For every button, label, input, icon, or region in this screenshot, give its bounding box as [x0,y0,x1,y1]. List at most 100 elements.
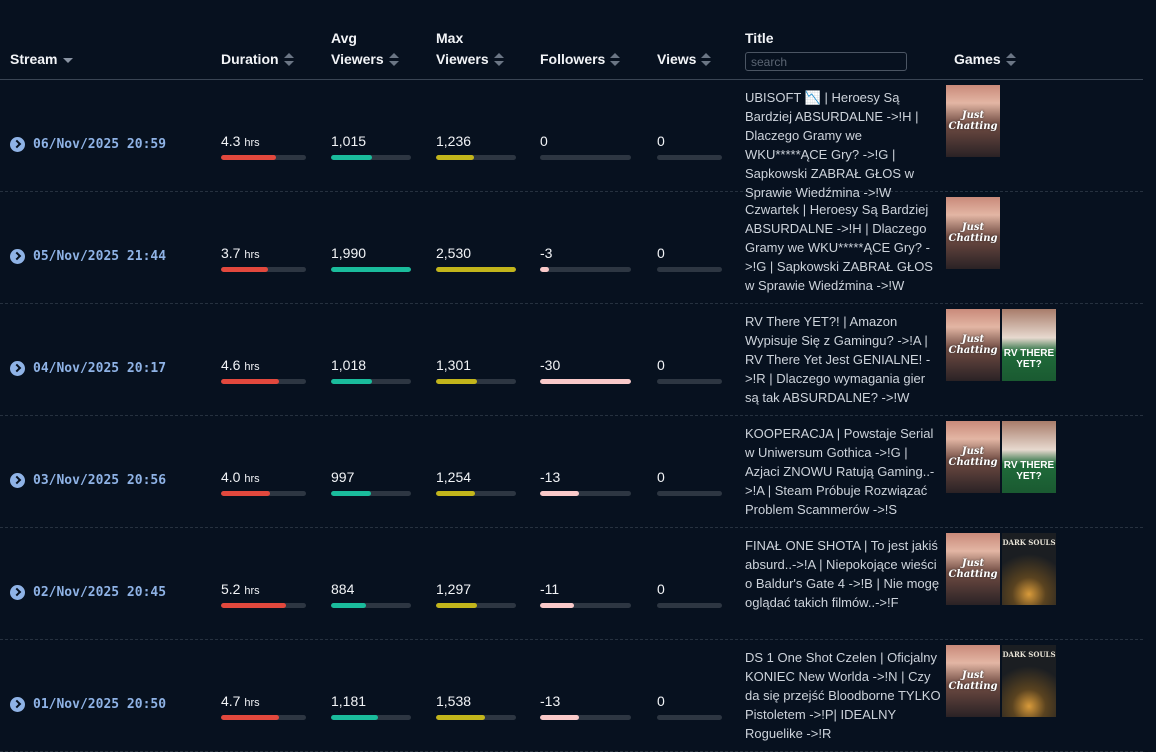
avg-bar [331,155,411,160]
avg-bar [331,267,411,272]
stream-title: RV There YET?! | Amazon Wypisuje Się z G… [745,314,931,405]
game-thumbnail[interactable]: Just Chatting [946,421,1000,493]
duration-value: 4.7 [221,693,241,709]
chevron-right-icon [10,473,25,488]
duration-bar [221,603,306,608]
followers-value: 0 [540,133,548,149]
max-cell: 1,297 [436,581,516,608]
views-bar [657,155,722,160]
stream-toggle[interactable]: 06/Nov/2025 20:59 [10,137,166,152]
duration-cell: 4.7 hrs [221,693,306,720]
views-value: 0 [657,133,665,149]
game-thumbnail[interactable]: DARK SOULS [1002,645,1056,717]
duration-value: 3.7 [221,245,241,261]
max-bar-fill [436,715,485,720]
views-bar [657,715,722,720]
column-views[interactable]: Views [657,49,712,70]
stream-date: 06/Nov/2025 20:59 [33,137,167,152]
stream-toggle[interactable]: 05/Nov/2025 21:44 [10,249,166,264]
column-stream[interactable]: Stream [10,49,74,70]
followers-value: -13 [540,693,561,709]
stream-title: UBISOFT 📉 | Heroesy Są Bardziej ABSURDAL… [745,90,919,200]
views-cell: 0 [657,693,722,720]
chevron-right-icon [10,361,25,376]
duration-unit: hrs [244,249,260,261]
game-thumbnail[interactable]: DARK SOULS [1002,533,1056,605]
followers-bar [540,155,631,160]
followers-bar [540,267,631,272]
game-thumbnail[interactable]: RV THERE YET? [1002,309,1056,381]
duration-cell: 3.7 hrs [221,245,306,272]
stream-title: DS 1 One Shot Czelen | Oficjalny KONIEC … [745,650,941,741]
stream-toggle[interactable]: 03/Nov/2025 20:56 [10,473,166,488]
table-row: 02/Nov/2025 20:45 5.2 hrs 884 1,297 -11 … [0,528,1143,640]
views-cell: 0 [657,469,722,496]
column-followers[interactable]: Followers [540,49,621,70]
column-duration[interactable]: Duration [221,49,294,70]
column-games[interactable]: Games [954,49,1016,70]
max-cell: 1,236 [436,133,516,160]
views-value: 0 [657,581,665,597]
duration-value: 4.0 [221,469,241,485]
followers-cell: -13 [540,469,631,496]
avg-cell: 1,015 [331,133,411,160]
views-cell: 0 [657,245,722,272]
column-max-viewers[interactable]: Max Viewers [436,28,504,70]
max-bar [436,603,516,608]
avg-bar [331,379,411,384]
followers-value: -3 [540,245,553,261]
game-thumbnail[interactable]: Just Chatting [946,645,1000,717]
column-label: Viewers [331,51,384,67]
sort-icon [701,53,712,67]
games-list: Just Chatting DARK SOULS [946,645,1056,717]
stream-toggle[interactable]: 01/Nov/2025 20:50 [10,697,166,712]
duration-bar [221,155,306,160]
max-bar [436,715,516,720]
stream-toggle[interactable]: 04/Nov/2025 20:17 [10,361,166,376]
sort-desc-icon [63,57,74,63]
column-avg-viewers[interactable]: Avg Viewers [331,28,399,70]
avg-bar-fill [331,155,372,160]
column-label: Views [657,51,697,67]
avg-value: 997 [331,469,355,485]
games-list: Just Chatting RV THERE YET? [946,309,1056,381]
avg-bar [331,491,411,496]
column-label: Followers [540,51,606,67]
games-list: Just Chatting DARK SOULS [946,533,1056,605]
game-thumbnail[interactable]: RV THERE YET? [1002,421,1056,493]
views-value: 0 [657,693,665,709]
stream-title: FINAŁ ONE SHOTA | To jest jakiś absurd..… [745,538,940,610]
game-thumbnail[interactable]: Just Chatting [946,85,1000,157]
game-thumbnail[interactable]: Just Chatting [946,309,1000,381]
followers-value: -11 [540,581,560,597]
max-value: 1,236 [436,133,472,149]
duration-bar [221,267,306,272]
sort-icon [283,53,294,67]
chevron-right-icon [10,137,25,152]
title-search-input[interactable] [745,52,907,71]
duration-unit: hrs [244,697,260,709]
duration-cell: 4.0 hrs [221,469,306,496]
duration-bar-fill [221,267,268,272]
followers-bar-fill [540,379,631,384]
duration-unit: hrs [244,585,260,597]
game-thumbnail[interactable]: Just Chatting [946,533,1000,605]
views-value: 0 [657,357,665,373]
followers-cell: -3 [540,245,631,272]
stream-date: 04/Nov/2025 20:17 [33,361,167,376]
max-bar-fill [436,379,477,384]
sort-icon [1005,53,1016,67]
stream-toggle[interactable]: 02/Nov/2025 20:45 [10,585,166,600]
table-row: 05/Nov/2025 21:44 3.7 hrs 1,990 2,530 -3… [0,192,1143,304]
stream-date: 05/Nov/2025 21:44 [33,249,167,264]
duration-value: 5.2 [221,581,241,597]
max-bar-fill [436,491,476,496]
max-cell: 1,301 [436,357,516,384]
stream-date: 02/Nov/2025 20:45 [33,585,167,600]
table-row: 03/Nov/2025 20:56 4.0 hrs 997 1,254 -13 … [0,416,1143,528]
max-bar [436,155,516,160]
max-cell: 1,254 [436,469,516,496]
max-bar [436,379,516,384]
game-thumbnail[interactable]: Just Chatting [946,197,1000,269]
